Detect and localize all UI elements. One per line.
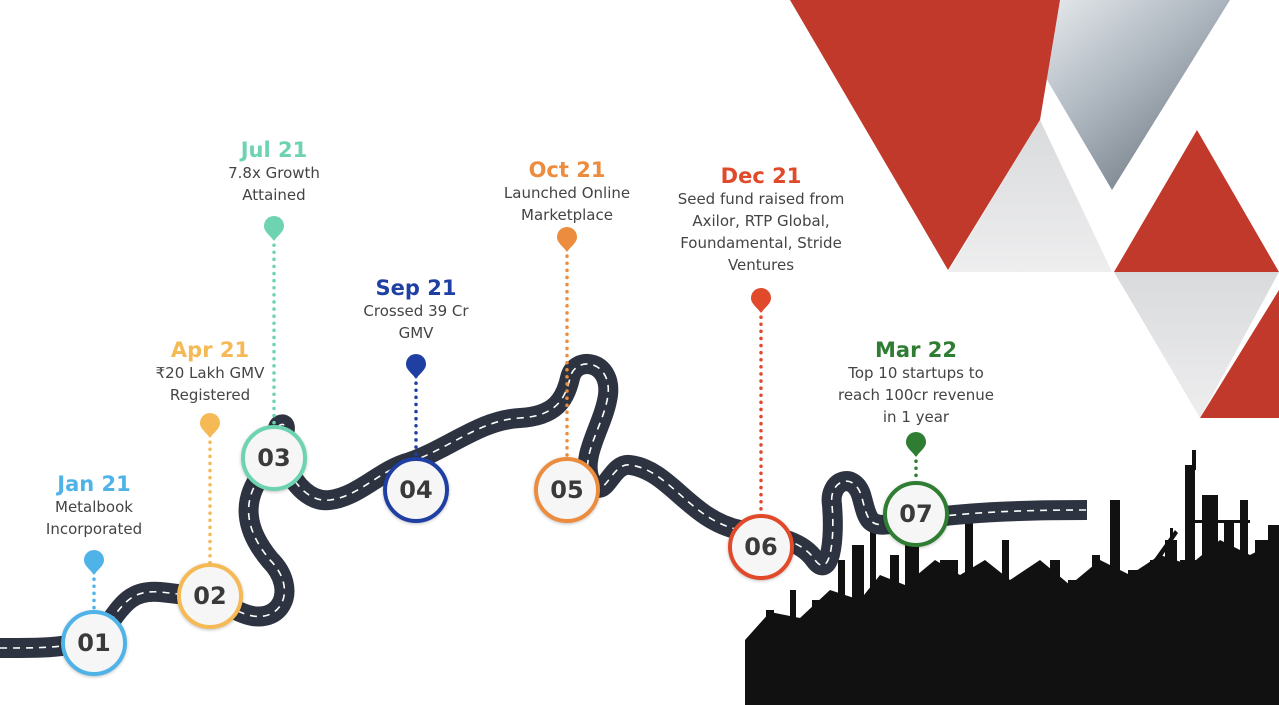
pin-marker-icon-05: [557, 227, 577, 252]
milestone-description-line: Foundamental, Stride: [680, 234, 842, 252]
milestone-label-07: Mar 22 Top 10 startups to reach 100cr reve…: [838, 338, 994, 428]
pin-marker-icon-03: [264, 216, 284, 241]
milestone-description-line: Axilor, RTP Global,: [692, 212, 830, 230]
milestone-number-01: 01: [61, 610, 127, 676]
milestone-number-02: 02: [177, 563, 243, 629]
milestone-description-line: Crossed 39 Cr: [363, 302, 469, 320]
milestone-date: Apr 21: [170, 338, 250, 362]
pin-marker-icon-07: [906, 432, 926, 457]
milestone-number-05: 05: [534, 457, 600, 523]
milestone-description-line: Top 10 startups to: [848, 364, 984, 382]
milestone-description-line: 7.8x Growth: [228, 164, 320, 182]
milestone-label-01: Jan 21 Metalbook Incorporated: [46, 472, 142, 540]
milestone-description-line: ₹20 Lakh GMV: [155, 364, 265, 382]
milestone-date: Jul 21: [240, 138, 308, 162]
milestone-description-line: Metalbook: [55, 498, 133, 516]
milestone-description-line: Launched Online: [503, 184, 631, 202]
pin-marker-icon-02: [200, 413, 220, 438]
milestone-description-line: in 1 year: [882, 408, 950, 426]
milestone-description-line: Registered: [169, 386, 251, 404]
milestone-label-04: Sep 21 Crossed 39 Cr GMV: [363, 276, 468, 344]
pin-marker-icon-01: [84, 550, 104, 575]
milestone-label-06: Dec 21 Seed fund raised from Axilor, RTP G…: [678, 164, 845, 276]
milestone-number-03: 03: [241, 425, 307, 491]
pin-marker-icon-04: [406, 354, 426, 379]
milestone-description-line: GMV: [398, 324, 434, 342]
milestone-date: Jan 21: [57, 472, 131, 496]
milestone-description-line: Seed fund raised from: [677, 190, 845, 208]
milestone-date: Mar 22: [875, 338, 957, 362]
milestone-number-04: 04: [383, 457, 449, 523]
milestone-date: Dec 21: [720, 164, 802, 188]
milestone-number-06: 06: [728, 514, 794, 580]
milestone-label-02: Apr 21 ₹20 Lakh GMV Registered: [156, 338, 265, 406]
milestone-date: Sep 21: [375, 276, 457, 300]
milestone-description-line: reach 100cr revenue: [837, 386, 995, 404]
decorative-triangles: [790, 0, 1279, 418]
winding-road: [0, 354, 1088, 658]
milestone-label-05: Oct 21 Launched Online Marketplace: [504, 158, 630, 226]
milestone-date: Oct 21: [528, 158, 606, 182]
milestone-number-07: 07: [883, 481, 949, 547]
milestone-description-line: Incorporated: [45, 520, 143, 538]
milestone-description-line: Ventures: [727, 256, 795, 274]
milestone-description-line: Marketplace: [521, 206, 613, 224]
milestone-description-line: Attained: [242, 186, 306, 204]
pin-marker-icon-06: [751, 288, 771, 313]
milestone-label-03: Jul 21 7.8x Growth Attained: [228, 138, 320, 206]
industrial-skyline: [745, 450, 1279, 705]
